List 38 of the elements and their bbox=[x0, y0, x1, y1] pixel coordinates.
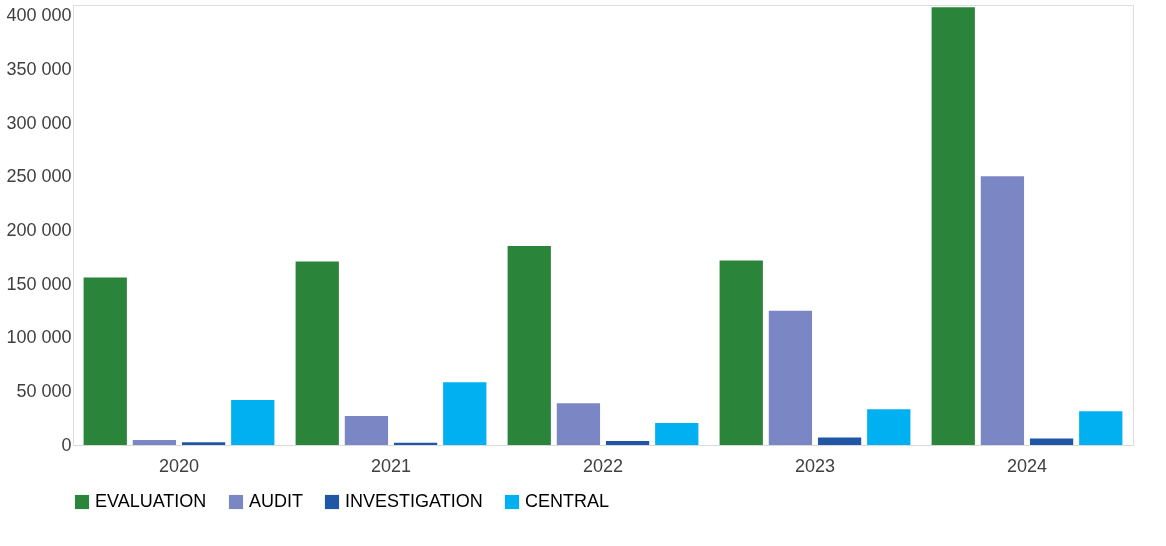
x-tick-label: 2024 bbox=[1006, 455, 1048, 476]
bar bbox=[556, 403, 601, 445]
bar bbox=[231, 399, 275, 445]
x-tick-label: 2020 bbox=[158, 455, 200, 476]
x-tick-label: 2022 bbox=[582, 455, 624, 476]
bar bbox=[443, 382, 487, 445]
bar bbox=[83, 277, 127, 445]
bar bbox=[931, 7, 975, 445]
legend-label: CENTRAL bbox=[525, 491, 610, 511]
y-tick-label: 200 000 bbox=[6, 219, 72, 240]
bar bbox=[1079, 411, 1123, 445]
bar bbox=[867, 409, 911, 445]
bar bbox=[768, 310, 813, 445]
y-tick-label: 100 000 bbox=[6, 327, 72, 348]
y-tick-label: 350 000 bbox=[6, 58, 72, 79]
y-tick-label: 150 000 bbox=[6, 273, 72, 294]
bar bbox=[132, 440, 177, 445]
bar bbox=[605, 441, 650, 445]
bar bbox=[344, 416, 389, 445]
bar bbox=[295, 261, 339, 445]
legend-label: INVESTIGATION bbox=[345, 491, 483, 511]
bar bbox=[719, 260, 763, 445]
legend-label: AUDIT bbox=[249, 491, 303, 511]
legend-label: EVALUATION bbox=[95, 491, 207, 511]
bar bbox=[393, 442, 438, 445]
bar bbox=[507, 245, 551, 445]
y-tick-label: 0 bbox=[61, 434, 72, 455]
y-tick-label: 300 000 bbox=[6, 112, 72, 133]
bar bbox=[181, 442, 226, 445]
y-tick-label: 250 000 bbox=[6, 166, 72, 187]
bar bbox=[980, 176, 1025, 445]
bar bbox=[1029, 438, 1074, 445]
y-tick-label: 400 000 bbox=[6, 5, 72, 26]
x-tick-label: 2021 bbox=[370, 455, 412, 476]
x-tick-label: 2023 bbox=[794, 455, 836, 476]
bar bbox=[655, 423, 699, 445]
bar bbox=[817, 437, 862, 445]
y-tick-label: 50 000 bbox=[16, 380, 72, 401]
